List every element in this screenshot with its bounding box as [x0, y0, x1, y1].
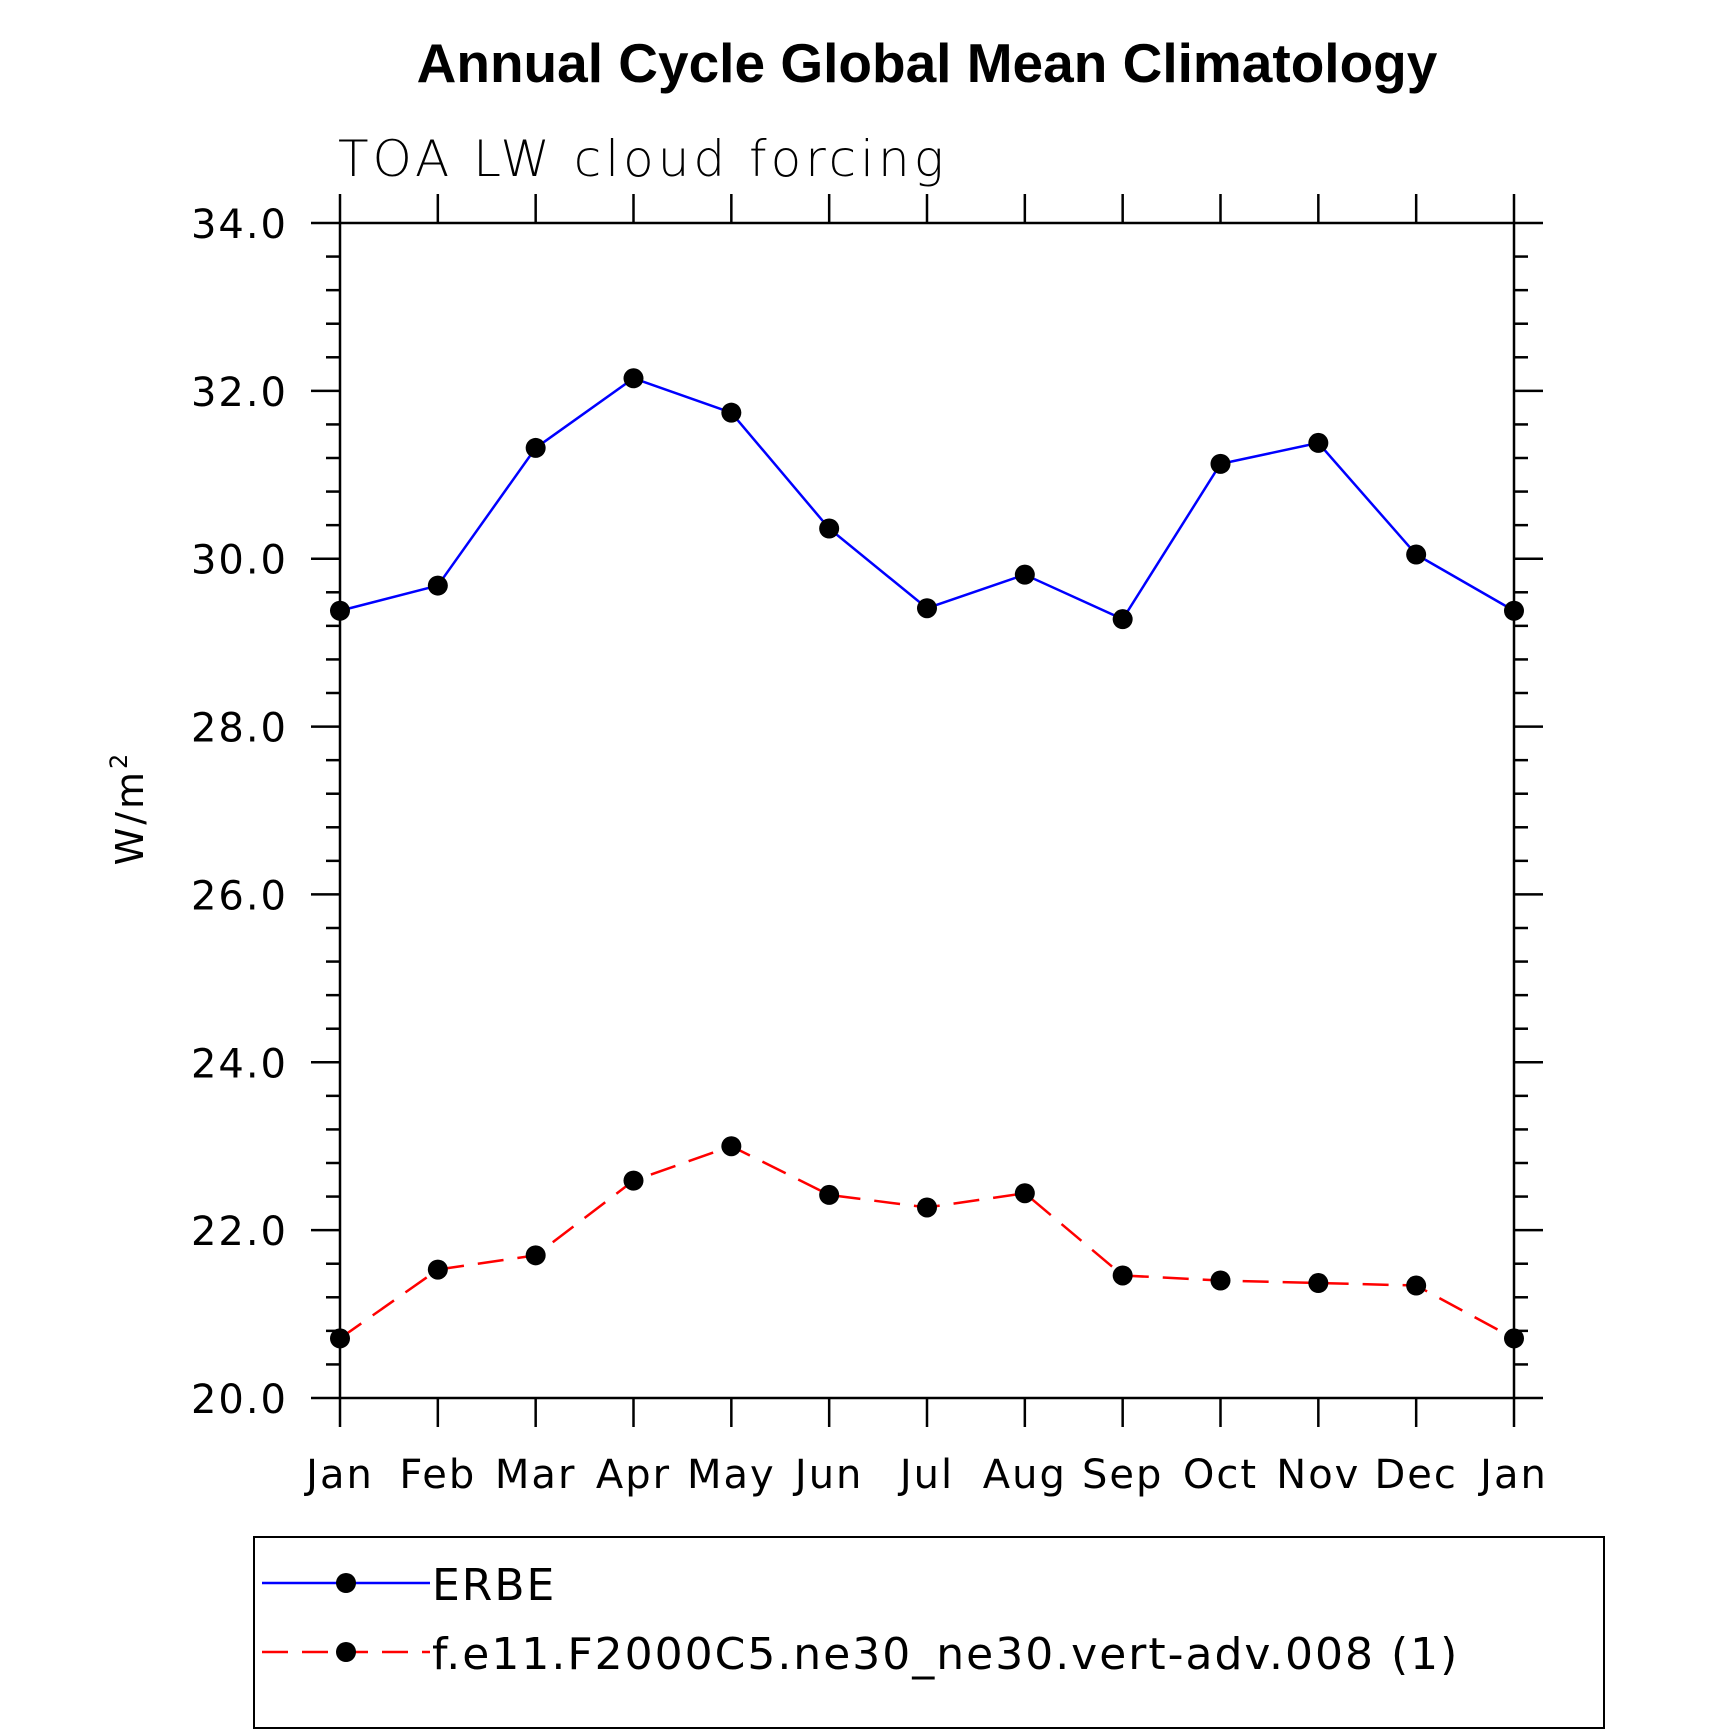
data-point: [1308, 1273, 1329, 1294]
y-tick-label: 34.0: [191, 202, 288, 248]
data-point: [427, 1259, 448, 1280]
data-point: [1112, 1265, 1133, 1286]
data-point: [917, 598, 937, 619]
x-tick-label: Jul: [897, 1452, 954, 1498]
data-point: [623, 368, 644, 389]
x-tick-label: Feb: [399, 1452, 476, 1498]
data-point: [1210, 1270, 1231, 1291]
axes: 20.0 22.0 24.0 26.0 28.0 30.0 32.0 34.0 Jan Feb Ma…: [191, 194, 1548, 1498]
y-tick-label: 24.0: [191, 1041, 288, 1087]
x-tick-label: Aug: [983, 1452, 1067, 1498]
y-axis-label: W/m2: [105, 751, 152, 866]
y-tick-label: 20.0: [191, 1377, 288, 1423]
series-layer: [330, 368, 1524, 1349]
series-line: [339, 1144, 1515, 1340]
x-tick-label: Dec: [1374, 1452, 1457, 1498]
data-point: [330, 600, 350, 621]
y-tick-label: 26.0: [191, 873, 288, 919]
data-point: [917, 1197, 937, 1218]
x-tick-label: Jun: [792, 1452, 864, 1498]
data-point: [623, 1170, 644, 1191]
x-tick-label: Mar: [495, 1452, 576, 1498]
data-point: [1308, 432, 1329, 453]
legend: ERBE f.e11.F2000C5.ne30_ne30.vert-adv.008…: [253, 1536, 1605, 1729]
series-2: [330, 1136, 1524, 1349]
chart-title: Annual Cycle Global Mean Climatology: [417, 32, 1438, 94]
data-point: [427, 575, 448, 596]
data-point: [1210, 453, 1231, 474]
data-point: [1112, 609, 1133, 630]
y-tick-label: 22.0: [191, 1209, 288, 1255]
series-1: [330, 368, 1524, 630]
y-tick-label: 28.0: [191, 706, 288, 752]
y-axis-label-superscript: 2: [105, 751, 133, 769]
data-point: [819, 1184, 840, 1205]
x-tick-label: Sep: [1082, 1452, 1163, 1498]
data-point: [330, 1328, 350, 1349]
x-tick-label: Apr: [596, 1452, 671, 1498]
legend-label: f.e11.F2000C5.ne30_ne30.vert-adv.008 (1): [432, 1629, 1459, 1680]
chart-subtitle: TOA LW cloud forcing: [338, 130, 948, 188]
x-tick-label: Oct: [1183, 1452, 1258, 1498]
plot-frame: [338, 221, 1516, 1400]
y-tick-label: 30.0: [191, 538, 288, 584]
data-point: [1014, 564, 1035, 585]
x-tick-label: Jan: [303, 1452, 374, 1498]
data-point: [1406, 1275, 1427, 1296]
legend-label: ERBE: [432, 1560, 556, 1611]
data-point: [1406, 544, 1427, 565]
x-tick-label: May: [687, 1452, 776, 1498]
data-point: [819, 518, 840, 539]
legend-box: [253, 1536, 1605, 1729]
x-tick-label: Jan: [1477, 1452, 1548, 1498]
y-axis-label-text: W/m: [108, 769, 152, 865]
data-point: [721, 402, 742, 423]
data-point: [1504, 1328, 1524, 1349]
data-point: [1504, 600, 1524, 621]
data-point: [525, 437, 546, 458]
legend-marker: [336, 1642, 356, 1662]
legend-marker: [336, 1573, 356, 1593]
x-tick-label: Nov: [1276, 1452, 1360, 1498]
data-point: [721, 1136, 742, 1157]
svg-text:W/m2: W/m2: [105, 751, 152, 866]
series-line: [339, 376, 1515, 621]
data-point: [525, 1245, 546, 1266]
data-point: [1014, 1183, 1035, 1204]
y-tick-label: 32.0: [191, 370, 288, 416]
